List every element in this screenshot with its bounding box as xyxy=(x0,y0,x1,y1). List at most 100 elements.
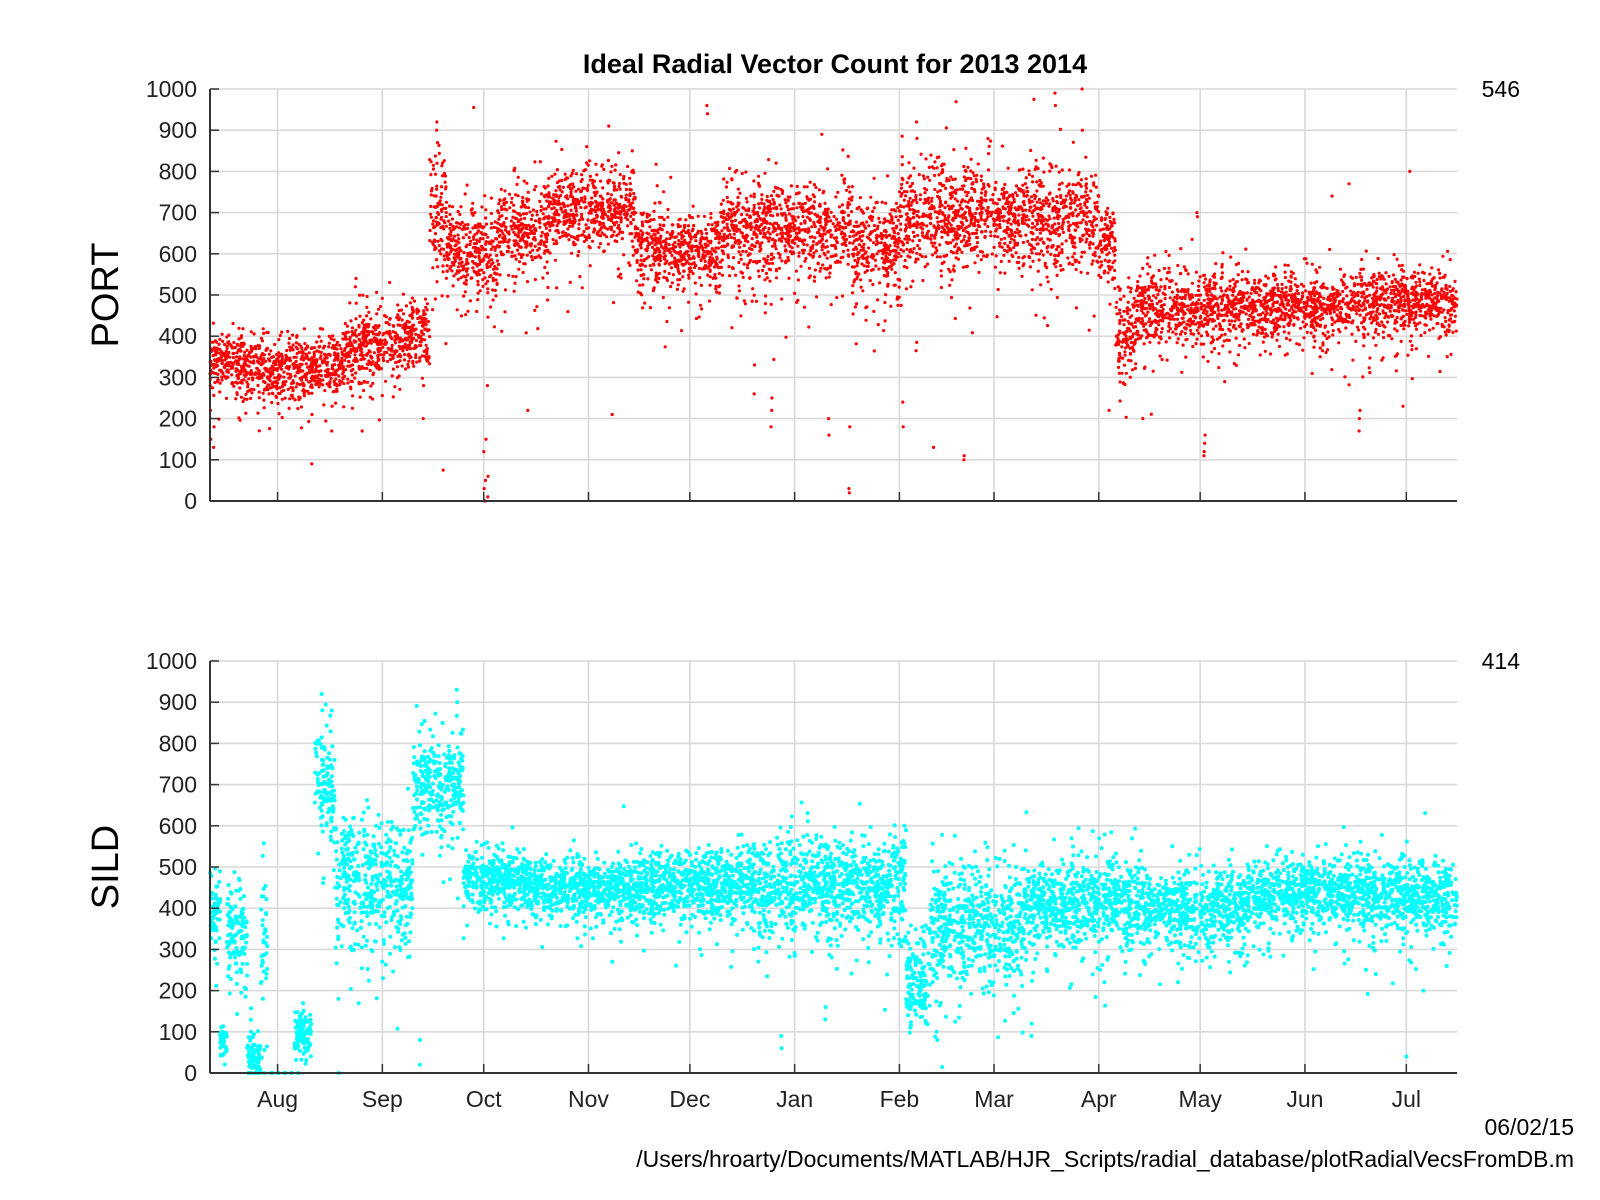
port-point xyxy=(697,266,702,270)
port-point xyxy=(647,255,651,259)
port-point xyxy=(854,245,858,249)
port-point xyxy=(597,233,601,237)
port-point xyxy=(466,261,470,265)
port-point xyxy=(899,186,904,190)
port-point xyxy=(707,261,711,265)
port-point xyxy=(370,330,374,334)
port-point xyxy=(825,267,829,271)
port-point xyxy=(1047,214,1051,218)
port-point xyxy=(497,234,501,238)
port-point xyxy=(774,161,778,165)
port-point xyxy=(773,228,777,233)
port-point xyxy=(699,229,703,233)
port-point xyxy=(1057,232,1062,237)
port-point xyxy=(551,223,555,227)
port-point xyxy=(716,246,721,250)
port-point xyxy=(571,168,575,172)
port-point xyxy=(656,280,660,284)
port-point xyxy=(326,360,330,364)
port-point xyxy=(410,312,414,316)
port-point xyxy=(728,274,732,278)
port-point xyxy=(249,372,253,376)
port-point xyxy=(905,241,910,245)
port-point xyxy=(214,363,218,367)
port-point xyxy=(371,371,376,375)
port-point xyxy=(979,196,983,200)
port-point xyxy=(344,352,348,356)
port-point xyxy=(477,268,481,272)
port-point xyxy=(278,392,282,396)
port-point xyxy=(1024,208,1028,212)
port-point xyxy=(358,353,362,357)
port-point xyxy=(905,234,909,238)
port-point xyxy=(762,231,766,236)
port-point xyxy=(630,149,634,153)
port-point xyxy=(456,233,460,237)
port-point xyxy=(358,395,362,399)
port-point xyxy=(577,222,581,226)
port-point xyxy=(415,360,419,364)
port-point xyxy=(289,385,293,389)
port-point xyxy=(834,246,838,250)
port-point xyxy=(874,264,878,268)
port-point xyxy=(543,265,547,269)
port-point xyxy=(636,238,640,242)
port-point xyxy=(1085,215,1089,219)
port-point xyxy=(558,188,562,192)
port-point xyxy=(784,201,788,205)
port-point xyxy=(552,242,556,246)
port-point xyxy=(1041,240,1045,244)
port-point xyxy=(286,372,290,376)
port-point xyxy=(803,209,807,213)
port-point xyxy=(213,358,217,362)
port-point xyxy=(545,271,550,275)
port-point xyxy=(433,297,437,301)
port-point xyxy=(769,253,774,257)
port-point xyxy=(362,326,366,330)
port-point xyxy=(985,212,989,216)
port-point xyxy=(990,210,994,214)
port-point xyxy=(585,186,589,190)
port-point xyxy=(762,220,766,224)
port-point xyxy=(546,184,550,188)
port-point xyxy=(814,249,818,253)
port-point xyxy=(865,220,869,224)
port-point xyxy=(613,212,617,217)
port-point xyxy=(502,224,506,228)
port-point xyxy=(341,331,345,336)
port-point xyxy=(999,237,1003,241)
port-point xyxy=(469,208,473,212)
port-point xyxy=(249,355,253,359)
port-point xyxy=(947,221,951,225)
port-point xyxy=(237,362,241,367)
port-point xyxy=(802,185,807,189)
port-point xyxy=(676,267,680,271)
port-point xyxy=(851,291,855,295)
port-point xyxy=(615,220,619,224)
port-point xyxy=(951,251,956,255)
port-point xyxy=(220,378,224,382)
port-point xyxy=(300,362,304,366)
port-point xyxy=(645,239,649,243)
port-point xyxy=(348,354,352,359)
port-point xyxy=(733,240,737,244)
port-point xyxy=(912,234,917,239)
port-point xyxy=(332,389,337,394)
port-point xyxy=(983,222,987,226)
port-point xyxy=(712,249,716,253)
port-point xyxy=(722,239,726,243)
port-point xyxy=(608,225,612,229)
port-point xyxy=(878,220,882,224)
port-point xyxy=(640,213,645,217)
port-point xyxy=(726,228,730,232)
port-point xyxy=(386,359,390,363)
port-point xyxy=(453,259,457,263)
port-point xyxy=(1012,200,1016,204)
port-point xyxy=(649,218,653,222)
port-point xyxy=(376,347,380,352)
port-point xyxy=(919,152,923,156)
port-point xyxy=(432,194,436,198)
port-point xyxy=(253,372,257,376)
port-point xyxy=(1094,173,1098,177)
port-point xyxy=(973,245,977,249)
